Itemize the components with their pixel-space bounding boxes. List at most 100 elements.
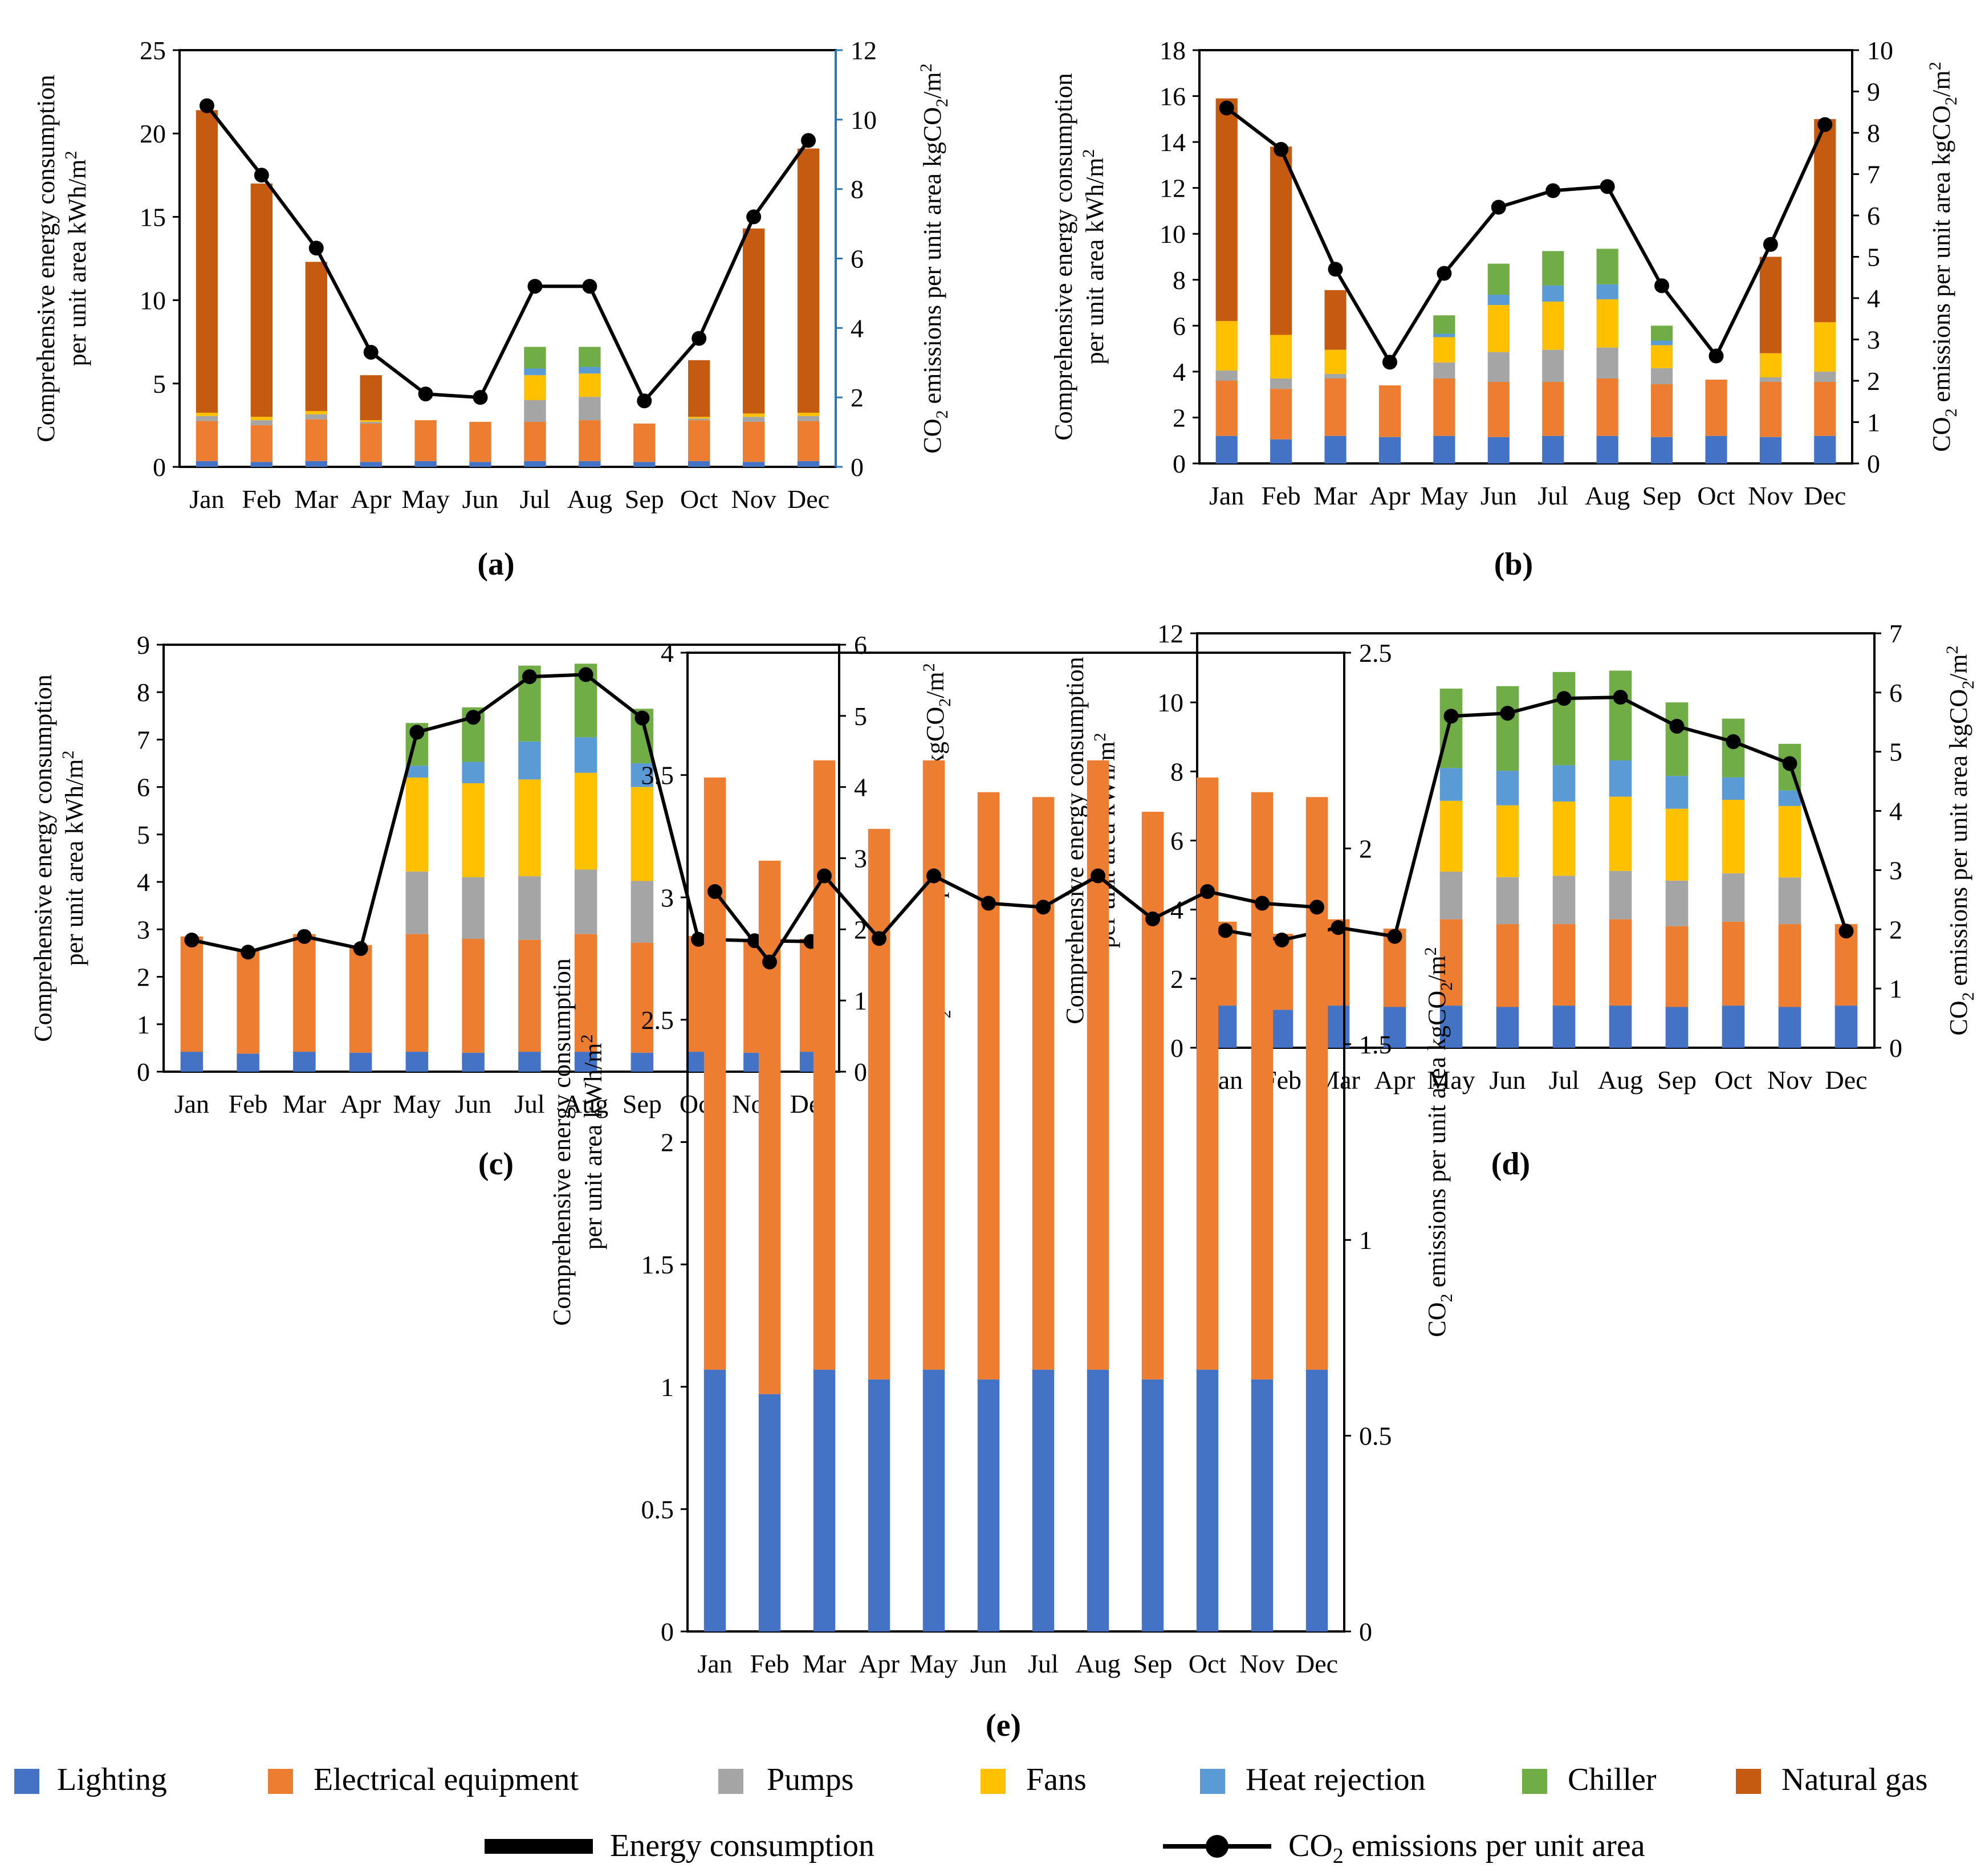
panel-c-xtick-label: May [393,1089,441,1118]
panel-e-co2-point [1145,911,1160,927]
panel-b-xtick-label: Apr [1369,481,1410,510]
panel-a-plot: 0 5 10 15 20 25 0 2 4 6 8 10 12 Jan Feb Mar Apr May Jun Jul… [32,36,951,514]
panel-d-bar-chiller [1439,688,1463,768]
panel-e-bar-electrical [703,777,726,1370]
panel-c-bar-fans [631,787,654,881]
panel-c-y2tick-label: 0 [854,1057,867,1086]
panel-b-xtick-label: Mar [1313,481,1357,510]
panel-e-ylabel-line2: per unit area kWh/m2 [577,1035,607,1250]
panel-d-bar-fans [1722,800,1745,874]
panel-c-co2-point [353,941,368,957]
panel-c-bar-fans [405,778,429,872]
panel-a-bar-lighting [414,461,437,467]
panel-b-bar-fans [1542,302,1564,350]
panel-b-bar-electrical [1814,382,1836,436]
panel-a-y2tick-label: 4 [851,314,864,343]
panel-b-bar-natural_gas [1759,257,1781,353]
panel-b-co2-point [1600,179,1615,194]
panel-d-co2-line [1225,695,1848,942]
panel-b-bar-lighting [1759,437,1781,463]
legend-swatch-heat-rejection [1200,1769,1225,1794]
panel-e-bar-electrical [1251,792,1274,1379]
panel-d-y2tick-label: 3 [1889,856,1902,885]
panel-c-bar-electrical [180,936,204,1052]
panel-a-xtick-label: May [401,485,449,514]
panel-c-xtick-label: Aug [563,1089,608,1118]
panel-d-y2tick-label: 7 [1889,619,1902,648]
panel-e-xtick-label: Apr [859,1649,900,1678]
panel-e-co2-point [1200,884,1215,899]
panel-c-bar-lighting [462,1052,485,1072]
panel-a-bar-chiller [579,347,601,367]
panel-d-y2tick-label: 1 [1889,974,1902,1003]
legend-label-pumps: Pumps [767,1762,854,1797]
panel-b-y2tick-label: 9 [1867,78,1880,107]
panel-b-bar-electrical [1650,384,1673,437]
panel-e-co2-point [762,954,777,970]
panel-e-co2-point [1255,896,1270,911]
panel-a-bar-heat_rejection [579,367,601,374]
panel-a-xtick-label: Nov [731,485,776,514]
panel-d-bar-pumps [1552,876,1576,925]
panel-b-ytick-label: 2 [1173,403,1186,432]
panel-b-bar-heat_rejection [1596,284,1618,300]
panel-b-bar-pumps [1759,377,1781,382]
panel-c-bar-electrical [574,934,597,1052]
panel-b-bar-lighting [1814,436,1836,463]
panel-b-y2tick-label: 3 [1867,325,1880,355]
panel-d-bar-heat_rejection [1496,771,1519,805]
panel-b-bar-fans [1814,322,1836,372]
panel-c-bar-fans [462,783,485,877]
legend-label-natural-gas: Natural gas [1781,1762,1928,1797]
panel-e-y2tick-label: 2.5 [1359,638,1392,668]
panel-b-bar-pumps [1542,349,1564,382]
panel-a-bar-lighting [360,462,382,467]
panel-b-bar-pumps [1270,378,1292,389]
panel-a-bar-lighting [579,461,601,467]
panel-e-bar-lighting [1032,1369,1055,1631]
panel-e-xtick-label: Jan [697,1649,732,1678]
panel-d-xtick-label: Jul [1549,1065,1580,1094]
panel-d-bar-chiller [1665,702,1689,776]
panel-a-xtick-label: Oct [680,485,718,514]
panel-e-xtick-label: Nov [1239,1649,1284,1678]
panel-b-y2tick-label: 6 [1867,201,1880,230]
panel-a-bar-electrical [305,419,327,461]
panel-c-xtick-label: Jun [455,1089,491,1118]
panel-b-y2tick-label: 0 [1867,449,1880,478]
panel-b-xtick-label: May [1420,481,1468,510]
panel-e-bar-lighting [813,1369,836,1631]
panel-d-y2tick-label: 5 [1889,738,1902,767]
panel-e-bar-electrical [1087,760,1109,1370]
panel-c-bar-electrical [462,938,485,1053]
panel-e-ytick-label: 2.5 [641,1006,674,1035]
panel-a-co2-point [746,209,762,225]
panel-d-bar-lighting [1439,1006,1463,1048]
panel-b-ylabel-line1: Comprehensive energy consumption [1050,73,1077,440]
panel-e-bar-electrical [1305,797,1328,1370]
panel-c-xtick-label: Feb [229,1089,268,1118]
panel-a-bar-pumps [579,397,601,421]
panel-b-bar-fans [1650,345,1673,368]
panel-d-bar-lighting [1835,1006,1858,1048]
panel-b-bar-heat_rejection [1433,333,1455,337]
panel-a-bar-lighting [797,461,820,467]
panel-d-xtick-label: May [1427,1065,1475,1094]
panel-b-y2tick-label: 4 [1867,284,1880,313]
panel-a-co2-point [527,279,543,294]
panel-a-bar-electrical [469,422,491,462]
panel-d-bar-lighting [1609,1006,1632,1048]
panel-e-ytick-label: 0.5 [641,1495,674,1524]
legend-swatch-natural-gas [1736,1769,1761,1794]
panel-b-xtick-label: Aug [1585,481,1630,510]
panel-a-co2-point [801,133,816,148]
panel-a-co2-point [363,344,379,360]
panel-e-co2-point [872,931,886,946]
panel-b-bar-electrical [1759,382,1781,437]
panel-d-bar-electrical [1552,924,1576,1006]
panel-b-bar-fans [1324,349,1347,374]
panel-b-bar-electrical [1378,385,1401,437]
panel-c-bar-heat_rejection [405,766,429,778]
